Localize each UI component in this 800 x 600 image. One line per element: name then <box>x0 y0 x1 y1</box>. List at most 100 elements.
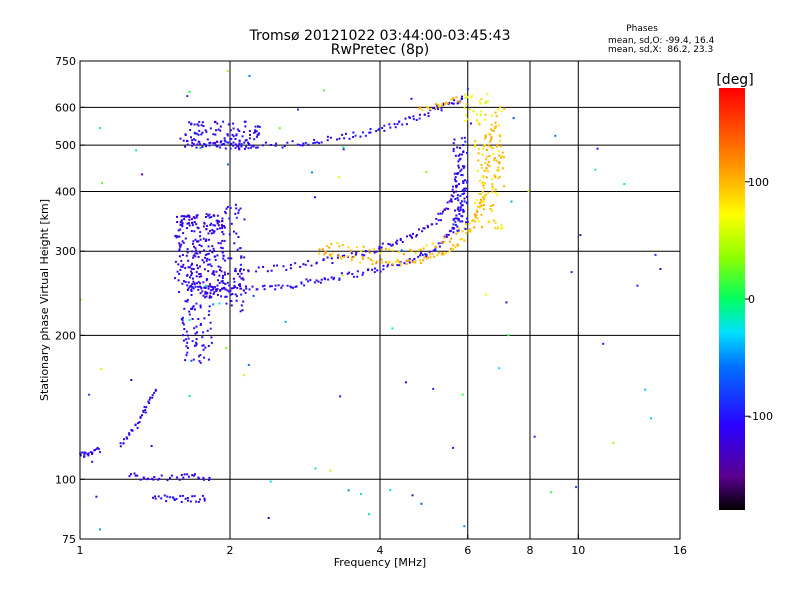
data-point <box>136 426 139 429</box>
data-point <box>477 205 479 208</box>
data-point <box>242 268 245 271</box>
data-point <box>209 224 212 226</box>
data-point <box>251 285 254 288</box>
data-point <box>426 256 429 259</box>
data-point <box>188 218 191 221</box>
data-point <box>250 146 252 149</box>
data-point <box>207 232 210 235</box>
data-point <box>220 246 223 249</box>
data-point <box>218 302 221 305</box>
data-point <box>209 229 211 232</box>
data-point <box>199 354 202 356</box>
data-point <box>435 107 437 109</box>
data-point <box>427 226 429 229</box>
data-point <box>261 144 264 147</box>
data-point <box>226 281 229 284</box>
data-point <box>300 282 303 285</box>
data-point <box>144 409 147 411</box>
data-point <box>456 100 459 103</box>
data-point <box>328 246 331 249</box>
data-point <box>448 240 451 243</box>
data-point <box>299 265 302 268</box>
data-point <box>485 167 488 170</box>
data-point <box>452 195 455 198</box>
data-point <box>197 476 200 479</box>
data-point <box>341 274 344 277</box>
data-point <box>202 281 205 284</box>
data-point <box>269 285 272 288</box>
data-point <box>139 416 142 419</box>
data-point <box>147 400 150 403</box>
data-point <box>450 200 453 203</box>
data-point <box>186 289 189 291</box>
data-point <box>228 217 231 220</box>
data-point <box>436 104 438 107</box>
data-point <box>450 98 453 101</box>
data-point <box>221 220 224 223</box>
data-point <box>194 139 197 142</box>
data-point <box>460 174 463 176</box>
data-point <box>570 271 573 274</box>
data-point <box>452 223 455 226</box>
data-point <box>212 231 215 234</box>
data-point <box>227 257 230 260</box>
data-point <box>355 251 358 254</box>
data-point <box>227 290 230 293</box>
data-point <box>239 270 241 273</box>
data-point <box>466 180 469 183</box>
y-tick-label: 75 <box>62 533 76 546</box>
data-point <box>219 266 222 269</box>
data-point <box>476 217 479 220</box>
x-axis-label: Frequency [MHz] <box>334 556 426 569</box>
data-point <box>300 281 303 284</box>
data-point <box>207 214 210 217</box>
data-point <box>497 124 500 127</box>
data-point <box>494 121 497 124</box>
data-point <box>119 445 122 448</box>
data-point <box>455 190 458 193</box>
data-point <box>479 204 482 207</box>
data-point <box>470 96 473 99</box>
data-point <box>199 282 202 285</box>
data-point <box>204 290 207 293</box>
data-point <box>238 140 241 143</box>
data-point <box>481 226 484 229</box>
data-point <box>659 268 662 270</box>
data-point <box>136 474 139 477</box>
data-point <box>195 500 197 503</box>
data-point <box>422 227 425 230</box>
data-point <box>184 267 187 270</box>
data-point <box>330 243 333 245</box>
data-point <box>465 221 468 224</box>
data-point <box>390 244 393 247</box>
data-point <box>505 301 508 304</box>
data-point <box>248 137 251 140</box>
data-point <box>594 168 597 171</box>
data-point <box>307 280 310 283</box>
data-point <box>193 131 196 134</box>
data-point <box>274 144 277 147</box>
stats-heading: Phases <box>626 24 658 34</box>
data-point <box>219 125 222 128</box>
data-point <box>276 264 279 267</box>
data-point <box>451 188 454 191</box>
data-point <box>471 94 474 97</box>
data-point <box>455 232 458 235</box>
data-point <box>281 146 284 149</box>
data-point <box>195 325 198 328</box>
data-point <box>450 102 453 105</box>
data-point <box>206 329 209 332</box>
data-point <box>485 136 487 139</box>
data-point <box>302 263 305 266</box>
data-point <box>186 95 189 98</box>
data-point <box>275 142 278 145</box>
data-point <box>496 145 499 148</box>
data-point <box>575 486 578 489</box>
data-point <box>91 451 93 454</box>
data-point <box>264 141 267 144</box>
data-point <box>258 132 261 135</box>
data-point <box>391 243 394 246</box>
data-point <box>175 497 178 500</box>
data-point <box>182 232 185 235</box>
data-point <box>464 189 467 192</box>
